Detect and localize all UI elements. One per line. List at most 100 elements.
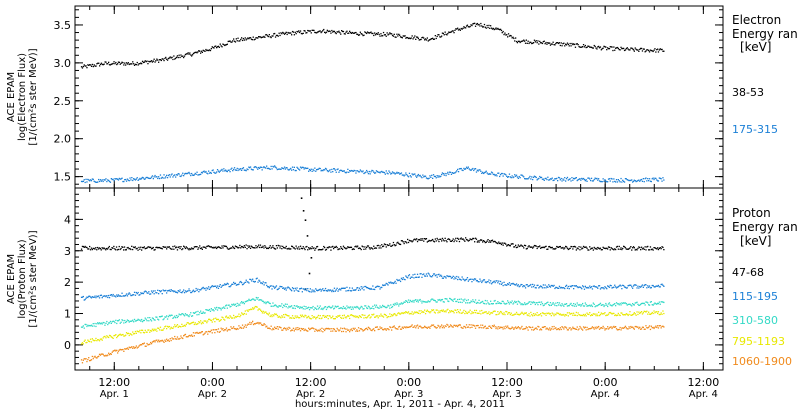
- data-point: [124, 319, 126, 322]
- data-point: [102, 295, 104, 297]
- data-point: [100, 322, 102, 324]
- data-point: [257, 309, 259, 311]
- data-point: [649, 49, 652, 51]
- data-point: [278, 305, 280, 307]
- data-point: [179, 289, 181, 291]
- data-point: [254, 280, 256, 283]
- data-point: [498, 313, 500, 315]
- data-point: [418, 325, 420, 328]
- data-point: [622, 313, 624, 316]
- data-point: [349, 331, 351, 333]
- data-point: [491, 325, 494, 327]
- data-point: [250, 323, 252, 325]
- data-point: [432, 324, 434, 326]
- data-point: [184, 325, 187, 327]
- data-point: [258, 323, 260, 325]
- data-point: [398, 33, 400, 35]
- data-point: [374, 304, 376, 306]
- data-point: [312, 291, 314, 293]
- data-point: [599, 180, 602, 183]
- data-point: [397, 35, 399, 37]
- data-point: [87, 178, 89, 181]
- data-point: [300, 167, 303, 169]
- data-point: [662, 177, 664, 179]
- data-point: [153, 176, 155, 178]
- data-point: [657, 248, 660, 251]
- data-point: [582, 326, 585, 328]
- data-point: [366, 307, 368, 309]
- data-point: [173, 326, 175, 328]
- data-point: [529, 315, 531, 317]
- data-point: [630, 325, 632, 328]
- data-point: [84, 339, 86, 341]
- data-point: [125, 321, 127, 324]
- data-point: [158, 290, 161, 292]
- data-point: [445, 311, 447, 313]
- data-point: [526, 284, 528, 286]
- data-point: [517, 40, 519, 42]
- data-point: [293, 305, 295, 307]
- data-point: [253, 281, 256, 283]
- legend-title: [keV]: [740, 40, 771, 54]
- data-point: [451, 310, 453, 313]
- data-point: [105, 354, 107, 356]
- data-point: [200, 50, 203, 52]
- data-point: [143, 61, 145, 63]
- data-point: [316, 31, 319, 33]
- data-point: [524, 285, 526, 287]
- data-point: [391, 34, 394, 37]
- data-point: [657, 48, 659, 50]
- data-point: [435, 309, 437, 311]
- data-point: [538, 314, 540, 316]
- data-point: [581, 46, 583, 48]
- data-point: [495, 314, 497, 316]
- data-point: [234, 282, 237, 284]
- data-point: [128, 321, 130, 323]
- data-point: [392, 35, 395, 37]
- data-point: [153, 319, 155, 321]
- data-point: [207, 309, 209, 311]
- data-point: [227, 283, 229, 285]
- data-point: [524, 245, 527, 247]
- data-point: [282, 316, 284, 318]
- data-point: [548, 179, 550, 181]
- data-point: [117, 61, 120, 63]
- data-point: [449, 298, 452, 300]
- data-point: [609, 249, 611, 251]
- data-point: [220, 247, 222, 249]
- data-point: [366, 287, 369, 289]
- data-point: [654, 177, 656, 179]
- data-point: [241, 37, 243, 39]
- data-point: [175, 246, 178, 248]
- y-axis-label: [1/(cm²s ster MeV)]: [28, 48, 39, 145]
- data-point: [631, 179, 633, 181]
- data-point: [178, 290, 180, 293]
- data-point: [532, 178, 534, 181]
- data-point: [409, 277, 411, 279]
- data-point: [367, 326, 370, 328]
- data-point: [592, 313, 594, 315]
- data-point: [458, 324, 461, 326]
- data-point: [600, 49, 602, 51]
- data-point: [618, 180, 620, 182]
- data-point: [117, 63, 119, 65]
- data-point: [363, 308, 365, 310]
- data-point: [613, 325, 615, 328]
- data-point: [214, 332, 216, 334]
- data-point: [291, 30, 294, 33]
- data-point: [534, 176, 536, 178]
- data-point: [426, 177, 428, 180]
- data-point: [641, 326, 644, 328]
- data-point: [118, 245, 120, 248]
- data-point: [469, 238, 471, 240]
- data-point: [344, 316, 346, 318]
- data-point: [217, 307, 220, 309]
- data-point: [650, 248, 652, 251]
- data-point: [308, 272, 311, 275]
- data-point: [589, 328, 591, 330]
- data-point: [508, 327, 511, 330]
- data-point: [200, 332, 202, 334]
- data-point: [395, 328, 397, 330]
- data-point: [615, 181, 617, 183]
- data-point: [504, 284, 506, 286]
